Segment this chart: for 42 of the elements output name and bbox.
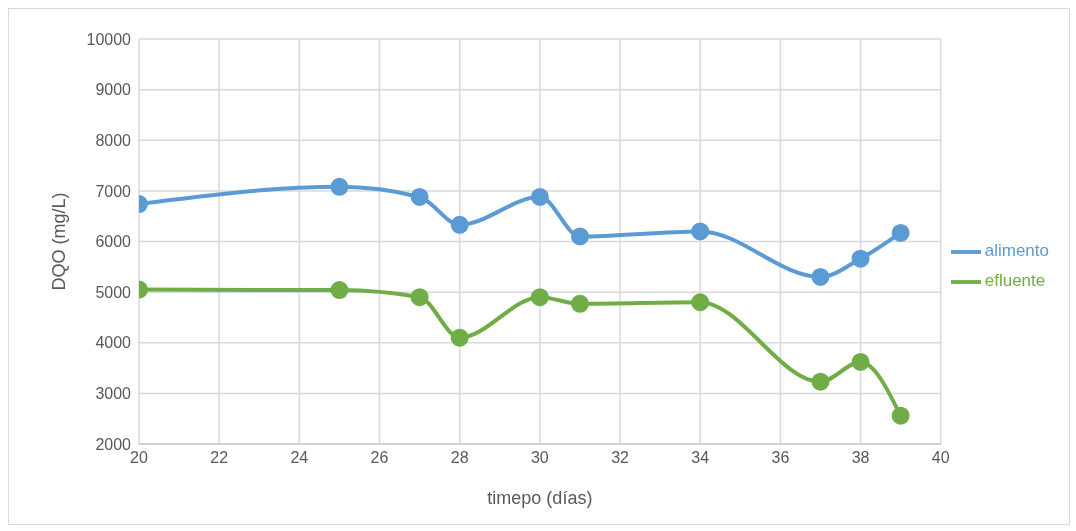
point [891, 223, 910, 242]
x-tick-label: 26 [370, 449, 389, 467]
x-tick-label: 40 [931, 449, 950, 467]
x-tick-label: 34 [691, 449, 710, 467]
point [691, 222, 710, 241]
point [851, 352, 870, 371]
point [530, 187, 549, 206]
point [891, 406, 910, 425]
point [410, 288, 429, 307]
x-tick-label: 30 [530, 449, 549, 467]
y-tick-label: 2000 [95, 435, 132, 453]
point [330, 177, 349, 196]
point [410, 187, 429, 206]
x-tick-label: 32 [611, 449, 630, 467]
point [811, 372, 830, 391]
point [851, 249, 870, 268]
point [570, 227, 589, 246]
point [330, 281, 349, 300]
point [691, 293, 710, 312]
y-tick-label: 8000 [95, 131, 132, 149]
point [570, 294, 589, 313]
x-tick-label: 36 [771, 449, 790, 467]
y-tick-label: 3000 [95, 385, 132, 403]
y-tick-label: 10000 [86, 30, 132, 48]
legend-label: efluente [984, 270, 1046, 290]
point [530, 288, 549, 307]
x-tick-label: 22 [210, 449, 229, 467]
y-tick-label: 9000 [95, 81, 132, 99]
x-tick-label: 20 [130, 449, 148, 467]
x-tick-label: 28 [450, 449, 469, 467]
y-tick-label: 6000 [95, 233, 132, 251]
y-tick-label: 7000 [95, 182, 132, 200]
y-axis-title: DQO (mg/L) [49, 192, 70, 291]
x-tick-label: 24 [290, 449, 309, 467]
point [811, 267, 830, 286]
point [450, 215, 469, 234]
legend-label: alimento [984, 240, 1049, 260]
x-axis-title: timepo (días) [487, 488, 593, 508]
x-tick-label: 38 [851, 449, 870, 467]
y-tick-label: 4000 [95, 334, 132, 352]
point [450, 328, 469, 347]
y-tick-label: 5000 [95, 283, 132, 301]
